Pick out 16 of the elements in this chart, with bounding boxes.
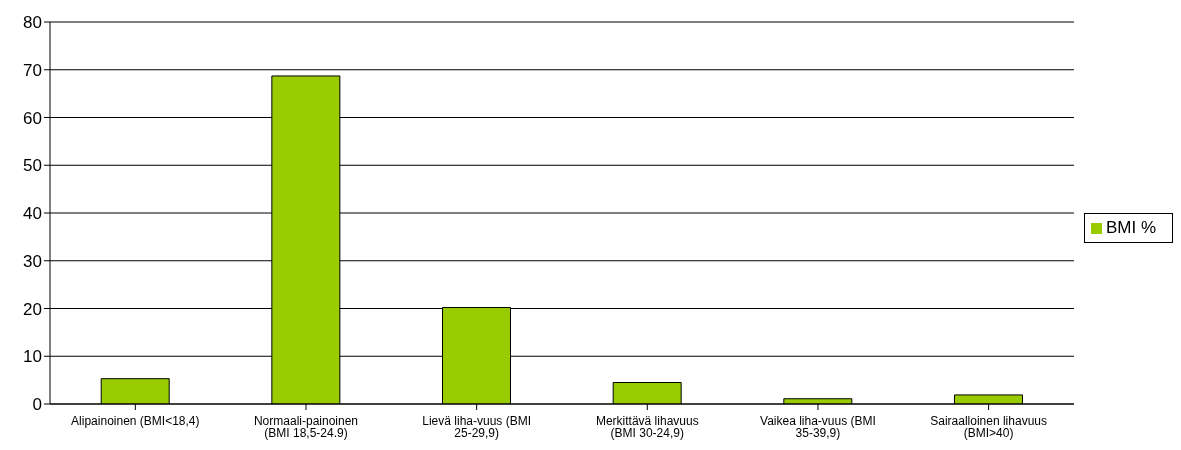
y-tick-label: 0 bbox=[32, 395, 42, 415]
y-tick-label: 50 bbox=[23, 156, 42, 176]
x-tick-label: Lievä liha-vuus (BMI 25-29,9) bbox=[422, 413, 531, 440]
y-tick-label: 80 bbox=[23, 13, 42, 33]
y-tick-label: 30 bbox=[23, 251, 42, 271]
x-tick-label: Normaali-painoinen (BMI 18,5-24.9) bbox=[253, 413, 359, 440]
y-tick-label: 40 bbox=[23, 204, 42, 224]
y-tick-label: 20 bbox=[23, 299, 42, 319]
y-tick-label: 70 bbox=[23, 60, 42, 80]
y-tick-label: 60 bbox=[23, 108, 42, 128]
x-tick-label: Merkittävä lihavuus (BMI 30-24,9) bbox=[595, 413, 699, 440]
legend-label: BMI % bbox=[1105, 218, 1156, 237]
y-tick-label: 10 bbox=[23, 347, 42, 367]
x-tick-label: Vaikea liha-vuus (BMI 35-39,9) bbox=[760, 413, 876, 440]
x-tick-label: Alipainoinen (BMI<18,4) bbox=[71, 413, 200, 428]
x-tick-label: Sairaalloinen lihavuus (BMI>40) bbox=[930, 413, 1047, 440]
